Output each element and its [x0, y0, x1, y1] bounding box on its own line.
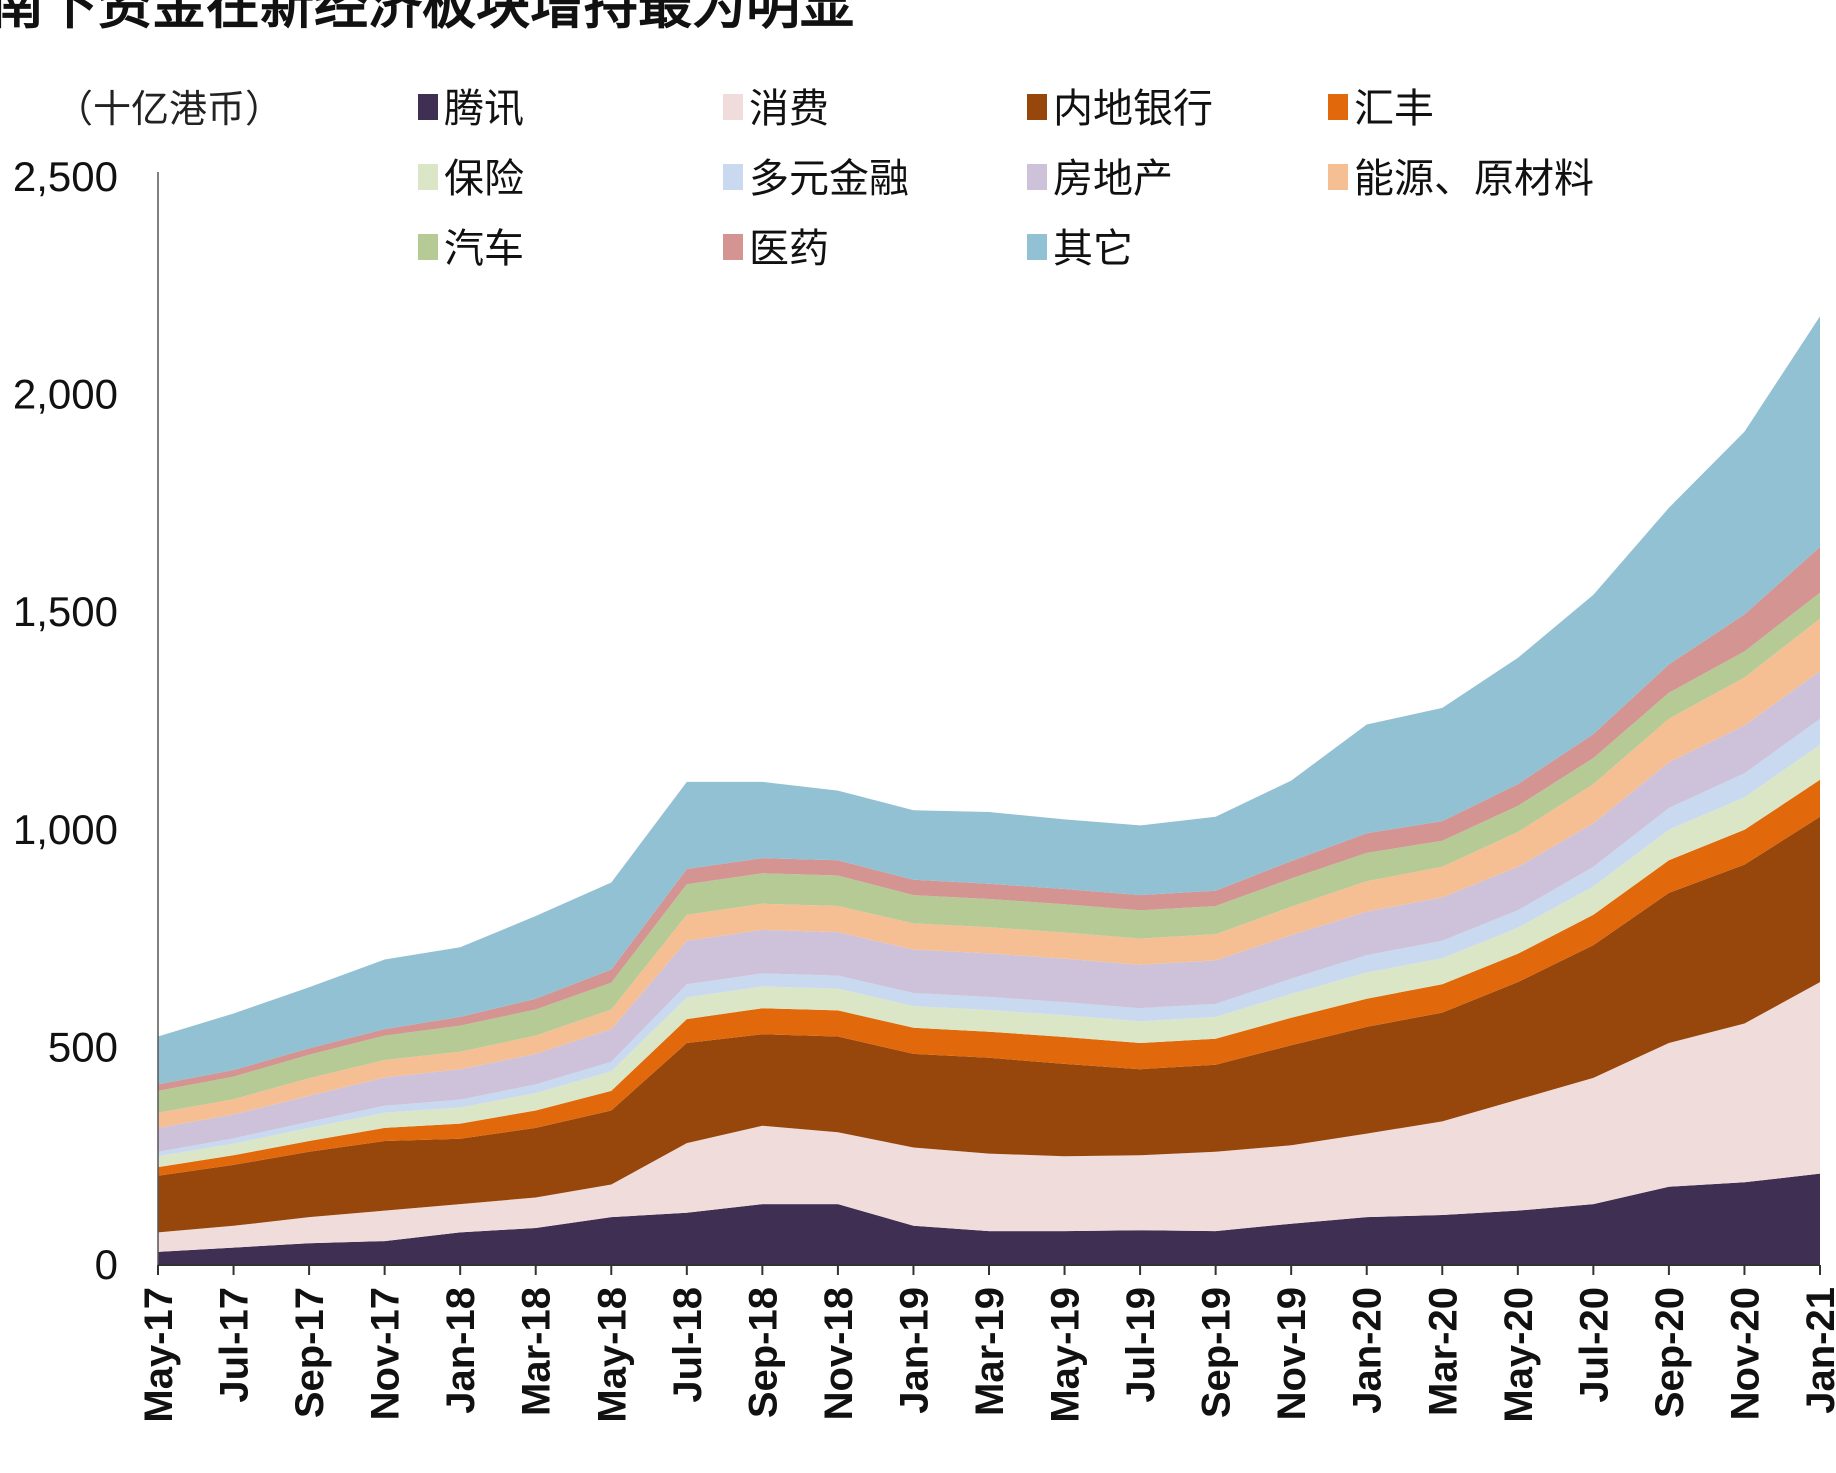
x-tick-label: Nov-19 — [1270, 1287, 1314, 1420]
legend-swatch — [418, 94, 438, 120]
y-tick-label: 500 — [48, 1023, 118, 1070]
legend-item: 其它 — [1027, 226, 1133, 272]
chart-title: 南下资金在新经济板块增持最为明显 — [0, 0, 854, 36]
x-tick-label: Mar-20 — [1421, 1287, 1465, 1416]
x-tick-label: Sep-17 — [288, 1287, 332, 1418]
series-area-2 — [158, 816, 1820, 1233]
legend-swatch — [723, 234, 743, 260]
legend-label: 消费 — [749, 86, 829, 132]
legend-label: 保险 — [444, 156, 524, 202]
legend-item: 能源、原材料 — [1328, 156, 1594, 202]
x-tick-label: May-17 — [137, 1287, 181, 1423]
x-tick-label: Mar-19 — [968, 1287, 1012, 1416]
x-tick-label: May-19 — [1044, 1287, 1088, 1423]
legend-item: 多元金融 — [723, 156, 909, 202]
legend-item: 房地产 — [1027, 156, 1173, 202]
x-tick-label: Jul-20 — [1572, 1287, 1616, 1403]
x-tick-label: Jul-19 — [1119, 1287, 1163, 1403]
legend-swatch — [723, 164, 743, 190]
y-tick-label: 1,000 — [13, 806, 118, 853]
series-area-4 — [158, 744, 1820, 1168]
y-tick-label: 1,500 — [13, 588, 118, 635]
legend-label: 汽车 — [444, 226, 524, 272]
legend-swatch — [418, 234, 438, 260]
legend-label: 汇丰 — [1354, 86, 1434, 132]
legend-item: 保险 — [418, 156, 524, 202]
series-area-0 — [158, 1173, 1820, 1265]
y-unit-label: （十亿港币） — [55, 87, 283, 131]
legend-swatch — [1027, 164, 1047, 190]
x-tick-label: Jan-20 — [1346, 1287, 1390, 1414]
x-tick-label: Nov-20 — [1723, 1287, 1767, 1420]
legend-label: 多元金融 — [749, 156, 909, 202]
legend-item: 内地银行 — [1027, 86, 1213, 132]
x-tick-label: Sep-19 — [1195, 1287, 1239, 1418]
legend-item: 腾讯 — [418, 86, 524, 132]
legend-label: 房地产 — [1053, 156, 1173, 202]
legend-label: 腾讯 — [444, 86, 524, 132]
legend-label: 内地银行 — [1053, 86, 1213, 132]
legend-item: 汇丰 — [1328, 86, 1434, 132]
y-tick-label: 2,000 — [13, 371, 118, 418]
legend-item: 汽车 — [418, 226, 524, 272]
series-area-1 — [158, 982, 1820, 1252]
legend-item: 消费 — [723, 86, 829, 132]
x-tick-label: Jan-19 — [892, 1287, 936, 1414]
legend-label: 能源、原材料 — [1354, 156, 1594, 202]
x-tick-label: May-20 — [1497, 1287, 1541, 1423]
x-tick-label: Sep-18 — [741, 1287, 785, 1418]
legend-item: 医药 — [723, 226, 829, 272]
series-area-9 — [158, 546, 1820, 1091]
legend-label: 其它 — [1053, 226, 1133, 272]
x-tick-label: Jan-18 — [439, 1287, 483, 1414]
legend-swatch — [1328, 164, 1348, 190]
legend-swatch — [1027, 234, 1047, 260]
legend-label: 医药 — [749, 226, 829, 272]
x-tick-label: Sep-20 — [1648, 1287, 1692, 1418]
x-tick-label: Jul-17 — [213, 1287, 257, 1403]
series-area-5 — [158, 718, 1820, 1157]
x-tick-label: Jan-21 — [1799, 1287, 1836, 1414]
legend-swatch — [1328, 94, 1348, 120]
series-area-7 — [158, 618, 1820, 1128]
x-tick-label: May-18 — [590, 1287, 634, 1423]
x-tick-label: Nov-17 — [364, 1287, 408, 1420]
x-tick-label: Nov-18 — [817, 1287, 861, 1420]
x-tick-label: Jul-18 — [666, 1287, 710, 1403]
series-area-10 — [158, 316, 1820, 1085]
series-area-3 — [158, 779, 1820, 1176]
legend-swatch — [1027, 94, 1047, 120]
x-tick-label: Mar-18 — [515, 1287, 559, 1416]
series-area-8 — [158, 592, 1820, 1113]
legend-swatch — [723, 94, 743, 120]
legend-swatch — [418, 164, 438, 190]
series-area-6 — [158, 671, 1820, 1152]
y-tick-label: 0 — [95, 1241, 118, 1288]
y-tick-label: 2,500 — [13, 153, 118, 200]
